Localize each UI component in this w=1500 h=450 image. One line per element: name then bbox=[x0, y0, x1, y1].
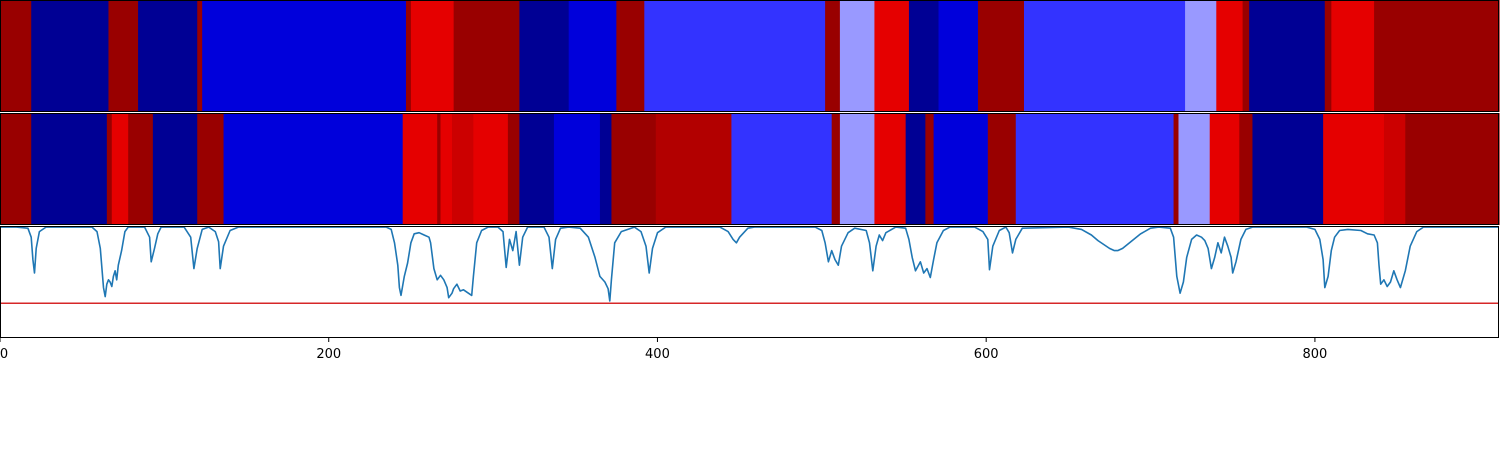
heatmap-cell bbox=[1178, 113, 1211, 225]
heatmap-cell bbox=[437, 113, 442, 225]
heatmap-cell bbox=[1015, 113, 1175, 225]
heatmap-cell bbox=[440, 113, 453, 225]
heatmap-cell bbox=[568, 0, 617, 112]
heatmap-cell bbox=[31, 113, 108, 225]
heatmap-cell bbox=[402, 113, 438, 225]
heatmap-cell bbox=[1405, 113, 1500, 225]
heatmap-cell bbox=[1239, 113, 1254, 225]
heatmap-cell bbox=[1173, 113, 1180, 225]
heatmap-cell bbox=[1323, 113, 1385, 225]
x-tick-label: 800 bbox=[1302, 347, 1327, 362]
heatmap-cell bbox=[1374, 0, 1500, 112]
heatmap-cell bbox=[987, 113, 1017, 225]
heatmap-cell bbox=[1242, 0, 1250, 112]
heatmap-cell bbox=[0, 113, 32, 225]
heatmap-cell bbox=[410, 0, 455, 112]
heatmap-cell bbox=[405, 0, 412, 112]
heatmap-cell bbox=[0, 0, 32, 112]
heatmap-cell bbox=[553, 113, 601, 225]
heatmap-cell bbox=[452, 113, 474, 225]
heatmap-cell bbox=[1023, 0, 1186, 112]
heatmap-cell bbox=[1209, 113, 1240, 225]
x-tick-label: 0 bbox=[0, 347, 8, 362]
heatmap-top bbox=[0, 0, 1500, 112]
heatmap-cell bbox=[519, 0, 570, 112]
heatmap-cell bbox=[1383, 113, 1406, 225]
heatmap-cell bbox=[839, 0, 876, 112]
x-tick-label: 200 bbox=[316, 347, 341, 362]
heatmap-cell bbox=[31, 0, 110, 112]
x-tick-label: 400 bbox=[645, 347, 670, 362]
heatmap-cell bbox=[825, 0, 841, 112]
heatmap-cell bbox=[831, 113, 841, 225]
heatmap-cell bbox=[1185, 0, 1217, 112]
heatmap-cell bbox=[905, 113, 926, 225]
heatmap-cell bbox=[599, 113, 613, 225]
heatmap-cell bbox=[507, 113, 520, 225]
heatmap-cell bbox=[1252, 113, 1324, 225]
heatmap-cell bbox=[152, 113, 198, 225]
heatmap-cell bbox=[731, 113, 833, 225]
heatmap-cell bbox=[1249, 0, 1326, 112]
heatmap-cell bbox=[111, 113, 129, 225]
heatmap-cell bbox=[977, 0, 1025, 112]
heatmap-cell bbox=[108, 0, 139, 112]
heatmap-cell bbox=[874, 113, 907, 225]
line-plot-panel bbox=[0, 226, 1499, 338]
heatmap-cell bbox=[839, 113, 876, 225]
heatmap-cell bbox=[655, 113, 733, 225]
series-line bbox=[0, 226, 1499, 302]
heatmap-cell bbox=[197, 113, 225, 225]
heatmap-cell bbox=[519, 113, 555, 225]
heatmap-cell bbox=[616, 0, 645, 112]
heatmap-cell bbox=[473, 113, 509, 225]
heatmap-cell bbox=[453, 0, 520, 112]
heatmap-cell bbox=[1324, 0, 1332, 112]
heatmap-cell bbox=[138, 0, 198, 112]
heatmap-cell bbox=[938, 0, 979, 112]
panel-frame bbox=[0, 0, 1499, 112]
heatmap-cell bbox=[197, 0, 203, 112]
heatmap-cell bbox=[933, 113, 989, 225]
line-plot-background bbox=[0, 226, 1499, 338]
heatmap-cell bbox=[908, 0, 940, 112]
heatmap-cell bbox=[1216, 0, 1244, 112]
heatmap-cell bbox=[644, 0, 826, 112]
panel-frames bbox=[0, 0, 1499, 338]
heatmap-cell bbox=[925, 113, 935, 225]
heatmap-cell bbox=[106, 113, 113, 225]
x-tick-label: 600 bbox=[974, 347, 999, 362]
heatmap-cell bbox=[611, 113, 657, 225]
heatmap-cell bbox=[874, 0, 910, 112]
heatmap-cell bbox=[223, 113, 404, 225]
x-axis: 0 200 400 600 800 bbox=[0, 338, 1327, 362]
heatmap-middle bbox=[0, 113, 1500, 225]
panel-frame bbox=[0, 226, 1499, 338]
heatmap-cell bbox=[202, 0, 407, 112]
heatmap-cell bbox=[128, 113, 154, 225]
heatmap-cell bbox=[1331, 0, 1375, 112]
panel-frame bbox=[0, 113, 1499, 225]
